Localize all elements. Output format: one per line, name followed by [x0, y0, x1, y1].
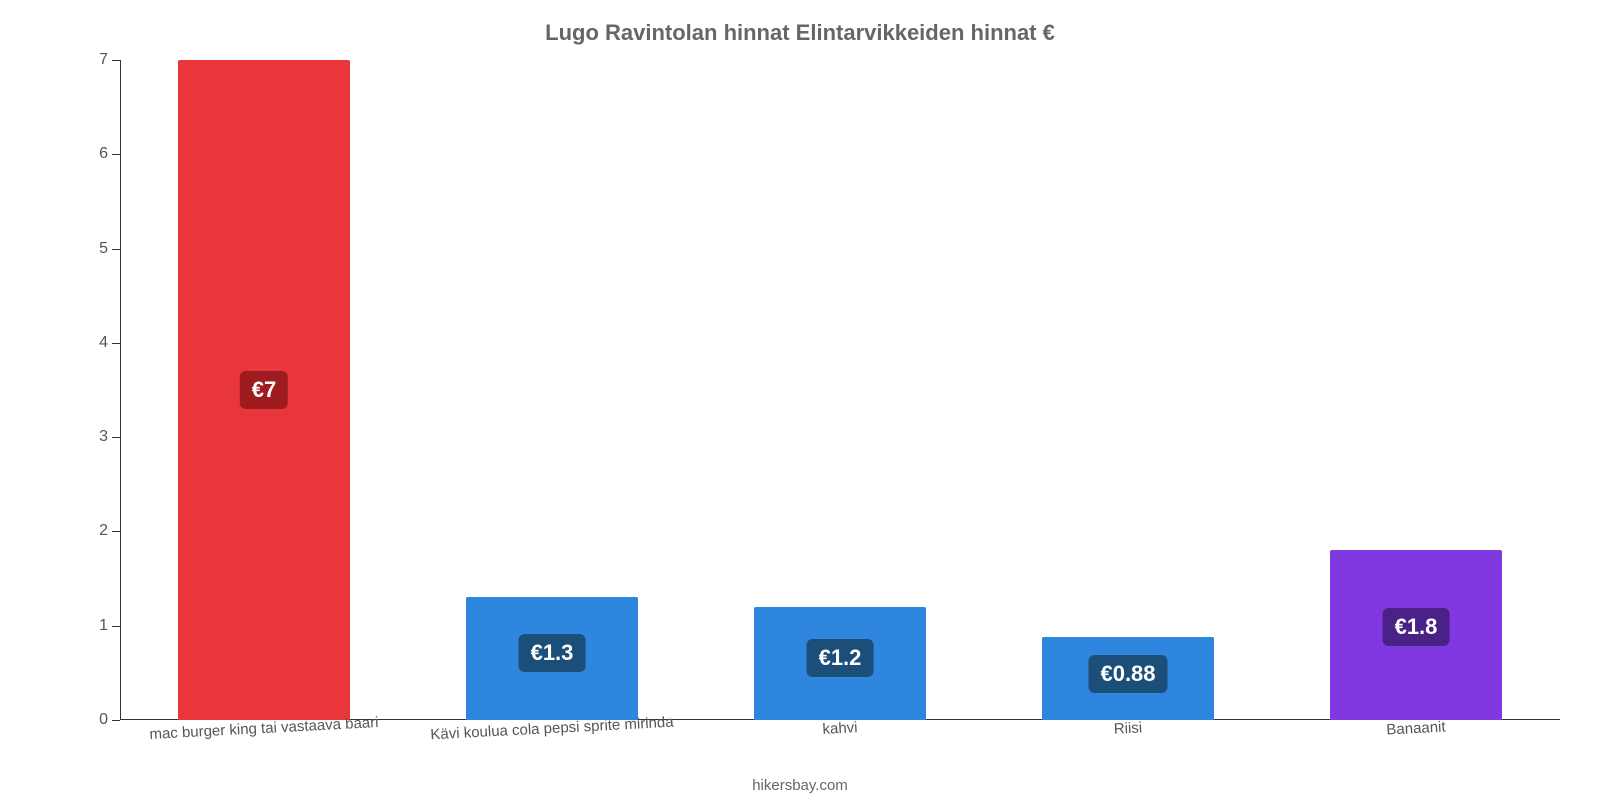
- y-tick-label: 3: [99, 428, 120, 446]
- plot-area: 01234567 €7€1.3€1.2€0.88€1.8: [120, 60, 1560, 720]
- value-badge: €0.88: [1088, 655, 1167, 693]
- attribution-text: hikersbay.com: [0, 777, 1600, 794]
- value-badge: €1.2: [807, 639, 874, 677]
- bar-slot: €0.88: [984, 60, 1272, 720]
- value-badge: €7: [240, 371, 288, 409]
- price-bar-chart: Lugo Ravintolan hinnat Elintarvikkeiden …: [0, 0, 1600, 800]
- y-tick-label: 7: [99, 51, 120, 69]
- y-tick-label: 6: [99, 145, 120, 163]
- y-tick-label: 1: [99, 617, 120, 635]
- bar-slot: €7: [120, 60, 408, 720]
- y-tick-label: 0: [99, 711, 120, 729]
- x-labels-group: mac burger king tai vastaava baariKävi k…: [120, 720, 1560, 737]
- y-tick-label: 4: [99, 334, 120, 352]
- value-badge: €1.8: [1383, 608, 1450, 646]
- bar-slot: €1.2: [696, 60, 984, 720]
- y-tick-label: 2: [99, 522, 120, 540]
- value-badge: €1.3: [519, 634, 586, 672]
- y-tick-label: 5: [99, 240, 120, 258]
- bar-slot: €1.8: [1272, 60, 1560, 720]
- chart-title: Lugo Ravintolan hinnat Elintarvikkeiden …: [0, 0, 1600, 56]
- bar-slot: €1.3: [408, 60, 696, 720]
- bars-group: €7 €1.3 €1.2 €0.88 €1.8: [120, 60, 1560, 720]
